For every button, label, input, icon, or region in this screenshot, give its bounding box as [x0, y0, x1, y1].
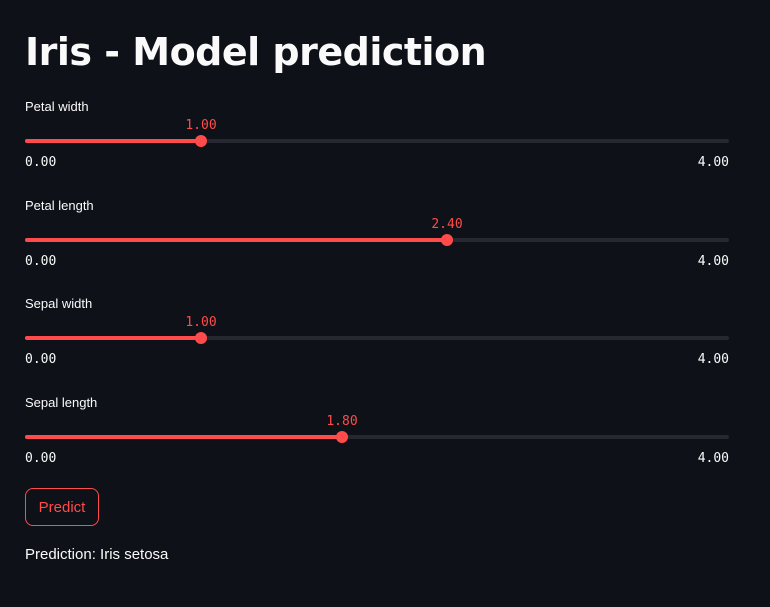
slider-current-value: 1.00 [185, 315, 217, 330]
slider-sepal-width: Sepal width 1.00 0.00 4.00 [25, 296, 729, 376]
slider-max-label: 4.00 [697, 451, 729, 466]
slider-track-fill [25, 435, 342, 439]
slider-min-label: 0.00 [25, 155, 57, 170]
slider-max-label: 4.00 [697, 254, 729, 269]
slider-label: Petal length [25, 198, 94, 213]
slider-label: Sepal length [25, 395, 98, 410]
slider-current-value: 2.40 [431, 217, 463, 232]
prediction-result: Prediction: Iris setosa [25, 546, 169, 563]
slider-track[interactable] [25, 238, 729, 242]
slider-min-label: 0.00 [25, 254, 57, 269]
slider-max-label: 4.00 [697, 155, 729, 170]
slider-petal-length: Petal length 2.40 0.00 4.00 [25, 198, 729, 278]
slider-thumb[interactable] [195, 135, 207, 147]
slider-current-value: 1.80 [326, 414, 358, 429]
slider-petal-width: Petal width 1.00 0.00 4.00 [25, 99, 729, 179]
slider-min-label: 0.00 [25, 352, 57, 367]
slider-sepal-length: Sepal length 1.80 0.00 4.00 [25, 395, 729, 475]
slider-current-value: 1.00 [185, 118, 217, 133]
slider-track-fill [25, 336, 201, 340]
predict-button[interactable]: Predict [25, 488, 99, 526]
slider-label: Petal width [25, 99, 89, 114]
slider-track-fill [25, 238, 447, 242]
slider-thumb[interactable] [441, 234, 453, 246]
slider-label: Sepal width [25, 296, 93, 311]
slider-track[interactable] [25, 139, 729, 143]
page-title: Iris - Model prediction [25, 30, 487, 74]
slider-track[interactable] [25, 336, 729, 340]
slider-min-label: 0.00 [25, 451, 57, 466]
slider-thumb[interactable] [195, 332, 207, 344]
slider-track[interactable] [25, 435, 729, 439]
slider-max-label: 4.00 [697, 352, 729, 367]
slider-track-fill [25, 139, 201, 143]
slider-thumb[interactable] [336, 431, 348, 443]
